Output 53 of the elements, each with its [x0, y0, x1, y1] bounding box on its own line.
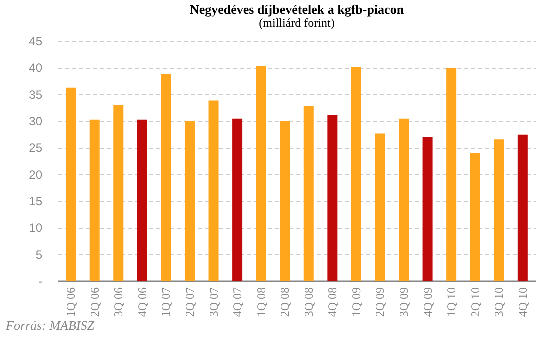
bar: [66, 88, 76, 281]
bar: [422, 137, 433, 281]
x-tick-label: 2Q 08: [278, 288, 292, 318]
x-tick-label: 3Q 09: [397, 288, 412, 318]
x-tick-label: 1Q 09: [349, 288, 364, 318]
x-tick-label: 4Q 10: [516, 288, 530, 318]
y-tick-label: 5: [36, 248, 43, 262]
bar: [232, 118, 243, 281]
y-tick-label: 35: [29, 88, 43, 102]
bar: [375, 134, 386, 281]
bar: [328, 115, 338, 281]
x-tick-label: 4Q 08: [326, 288, 340, 318]
bar: [351, 67, 362, 281]
x-tick-label: 2Q 06: [88, 288, 102, 318]
bar: [256, 66, 266, 281]
y-tick-label: 20: [29, 168, 43, 182]
x-tick-label: 3Q 06: [112, 288, 126, 318]
y-tick-label: 30: [29, 114, 43, 128]
bar: [399, 118, 410, 281]
x-tick-label: 2Q 09: [373, 288, 388, 318]
x-tick-label: 2Q 07: [182, 288, 197, 318]
y-tick-label: 45: [29, 34, 43, 48]
y-tick-label: 15: [29, 194, 43, 208]
y-tick-label: 10: [29, 221, 43, 236]
y-tick-label: -: [38, 274, 42, 288]
bar: [208, 100, 219, 281]
x-tick-label: 1Q 10: [444, 288, 459, 318]
bar: [446, 68, 457, 281]
x-tick-label: 2Q 10: [468, 288, 482, 318]
bar: [184, 121, 195, 281]
x-tick-label: 1Q 06: [64, 288, 78, 318]
bar: [90, 120, 100, 281]
bar: [137, 120, 148, 281]
x-tick-label: 1Q 08: [254, 288, 268, 318]
y-tick-label: 40: [29, 61, 43, 76]
chart-subtitle: (milliárd forint): [259, 16, 335, 30]
x-tick-label: 4Q 07: [230, 288, 245, 318]
bar: [280, 121, 290, 281]
bar: [494, 140, 504, 281]
x-tick-label: 1Q 07: [159, 288, 174, 318]
y-tick-label: 25: [29, 141, 43, 156]
x-tick-label: 4Q 09: [420, 288, 435, 318]
x-tick-label: 4Q 06: [135, 288, 150, 318]
x-tick-label: 3Q 10: [492, 288, 506, 318]
bar: [114, 105, 124, 281]
bar: [470, 153, 480, 281]
bar: [304, 106, 314, 281]
bar: [161, 74, 172, 281]
text: Forrás: MABISZ: [6, 318, 94, 334]
x-tick-label: 3Q 08: [302, 288, 316, 318]
bar: [518, 134, 528, 281]
chart-title: Negyedéves díjbevételek a kgfb-piacon: [190, 2, 405, 17]
x-tick-label: 3Q 07: [206, 288, 221, 318]
